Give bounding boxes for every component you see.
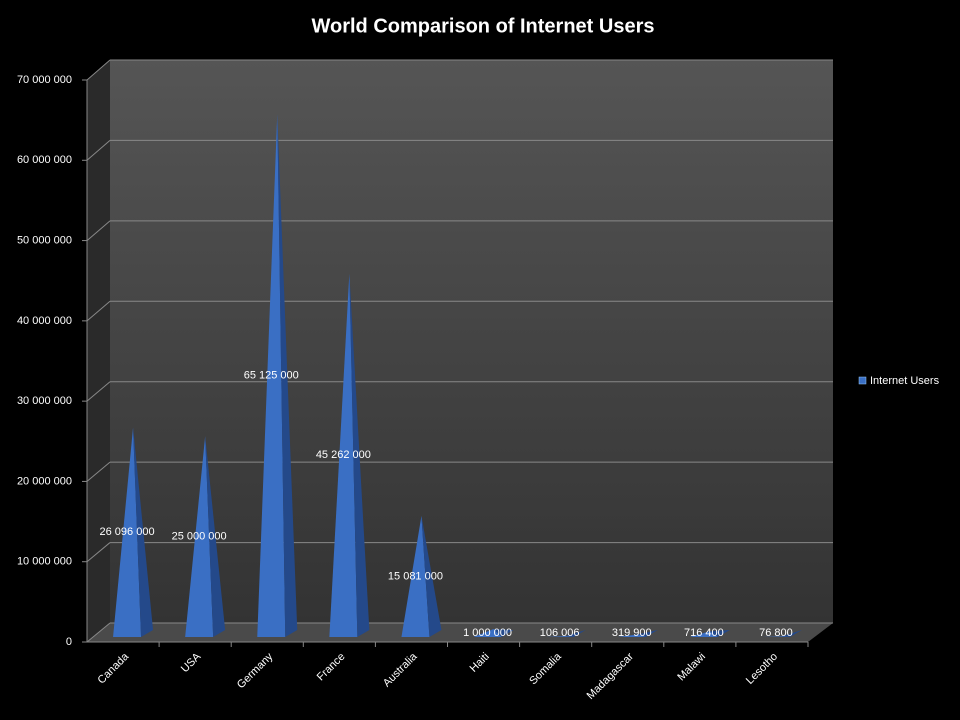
pyramid-front (545, 636, 574, 637)
pyramid-side (421, 515, 442, 637)
data-label: 45 262 000 (316, 449, 371, 461)
pyramid-front (473, 628, 502, 637)
pyramid-front (329, 273, 358, 637)
y-tick-label: 60 000 000 (17, 154, 72, 166)
grid-line-side (86, 542, 111, 563)
grid-line-side (86, 300, 111, 322)
data-label: 25 000 000 (172, 531, 227, 543)
pyramid (761, 630, 802, 637)
grid-line (86, 461, 833, 482)
grid-line (86, 59, 833, 81)
y-tick-label: 10 000 000 (17, 556, 72, 568)
legend-swatch (858, 376, 867, 385)
legend-label: Internet Users (870, 375, 940, 387)
grid-line (86, 622, 833, 643)
data-label: 106 006 (540, 627, 580, 639)
pyramid (329, 273, 370, 637)
y-tick-label: 50 000 000 (17, 234, 72, 246)
grid-line-side (86, 622, 111, 643)
pyramid (545, 630, 586, 637)
grid-line (86, 139, 833, 161)
pyramid-front (401, 515, 430, 637)
data-label: 26 096 000 (100, 526, 155, 538)
grid-line-side (86, 381, 111, 402)
pyramid-side (277, 114, 298, 637)
data-label: 1 000 000 (463, 627, 512, 639)
data-label: 65 125 000 (244, 369, 299, 381)
y-tick-label: 30 000 000 (17, 395, 72, 407)
pyramid-side (709, 630, 730, 637)
pyramid-side (565, 630, 586, 637)
pyramid-front (689, 631, 718, 637)
pyramid-front (257, 114, 286, 637)
pyramid-side (349, 273, 370, 637)
pyramid (617, 630, 658, 637)
side-wall (87, 60, 110, 642)
grid-line-side (86, 220, 111, 241)
y-tick-label: 70 000 000 (17, 74, 72, 86)
pyramid-side (133, 427, 154, 637)
pyramid-front (185, 436, 214, 637)
pyramid-front (113, 427, 142, 637)
chart-title: World Comparison of Internet Users (311, 15, 654, 37)
pyramid-side (781, 630, 802, 637)
pyramid-front (761, 636, 790, 637)
pyramid-side (205, 436, 226, 637)
legend: Internet Users (858, 375, 940, 387)
grid-line (86, 220, 833, 241)
grid-line (86, 381, 833, 402)
pyramid (689, 630, 730, 637)
data-label: 15 081 000 (388, 570, 443, 582)
grid-line-side (86, 140, 111, 161)
grid-line-side (86, 461, 111, 482)
data-label: 76 800 (759, 627, 793, 639)
pyramid (401, 515, 442, 637)
grid-line (86, 300, 833, 322)
pyramid-side (493, 628, 514, 637)
pyramid-side (637, 630, 658, 637)
grid-line-side (86, 59, 111, 81)
data-label: 319 900 (612, 627, 652, 639)
y-tick-label: 0 (66, 636, 72, 648)
pyramid (185, 436, 226, 637)
pyramid (257, 114, 298, 637)
y-tick-label: 40 000 000 (17, 315, 72, 327)
data-label: 716 400 (684, 627, 724, 639)
pyramid-front (617, 634, 646, 637)
pyramid (473, 628, 514, 637)
grid-line (86, 542, 833, 563)
pyramid (113, 427, 154, 637)
y-tick-label: 20 000 000 (17, 475, 72, 487)
